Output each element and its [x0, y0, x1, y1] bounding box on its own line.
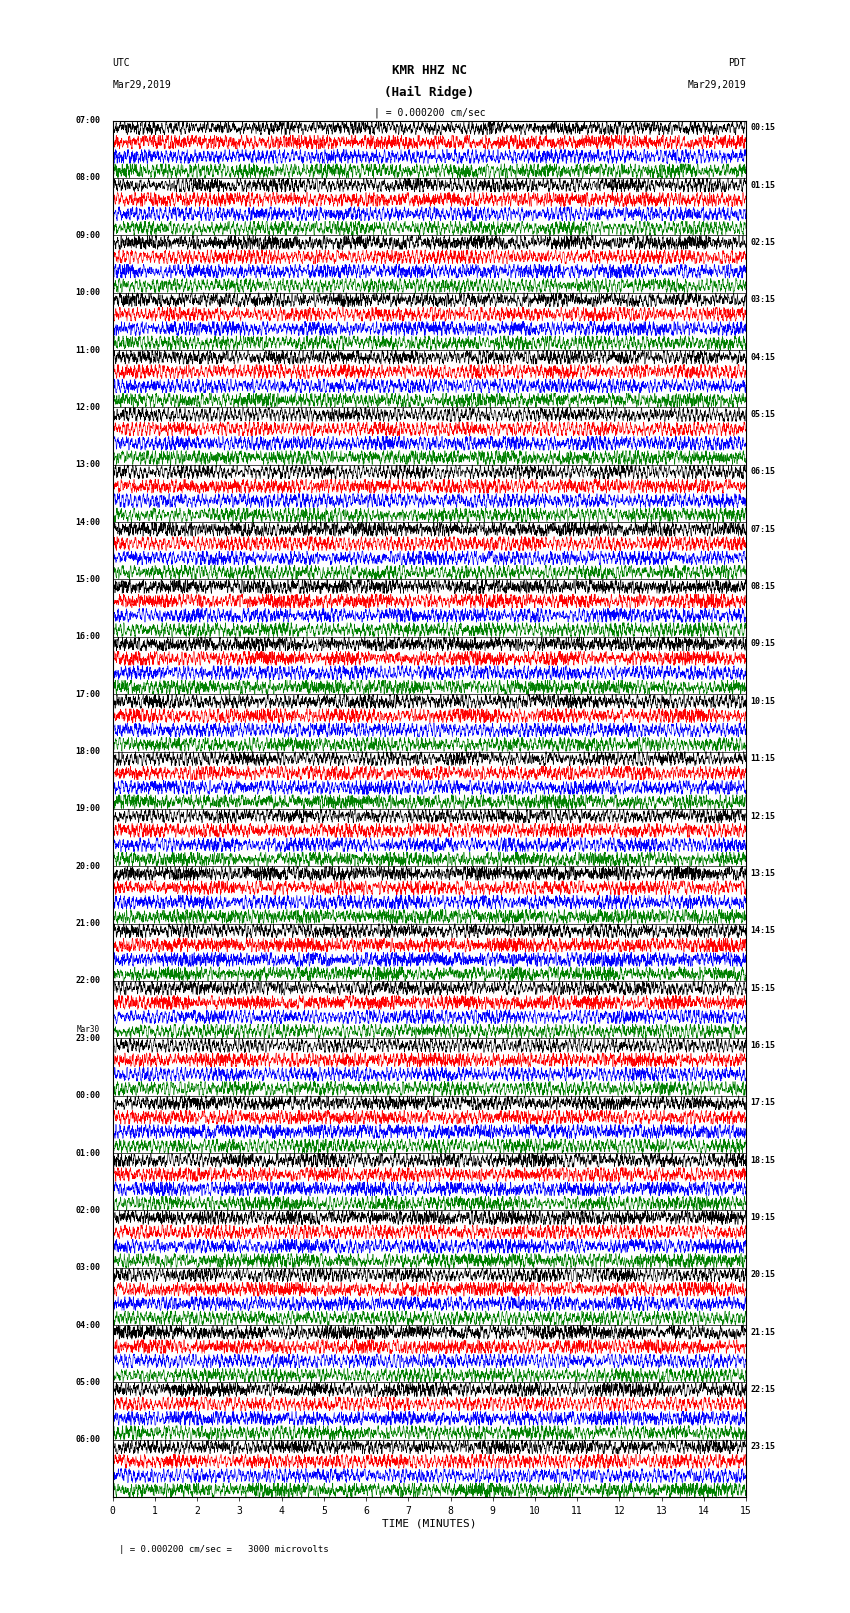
- Text: PDT: PDT: [728, 58, 746, 68]
- Text: Mar29,2019: Mar29,2019: [688, 81, 746, 90]
- Text: 15:15: 15:15: [751, 984, 775, 992]
- Text: 19:00: 19:00: [75, 805, 100, 813]
- Text: | = 0.000200 cm/sec =   3000 microvolts: | = 0.000200 cm/sec = 3000 microvolts: [119, 1545, 329, 1555]
- Text: 13:00: 13:00: [75, 460, 100, 469]
- Text: 07:15: 07:15: [751, 524, 775, 534]
- Text: 00:15: 00:15: [751, 123, 775, 132]
- Text: 21:15: 21:15: [751, 1327, 775, 1337]
- Text: 00:00: 00:00: [75, 1090, 100, 1100]
- Text: 12:15: 12:15: [751, 811, 775, 821]
- Text: 04:00: 04:00: [75, 1321, 100, 1329]
- Text: 06:00: 06:00: [75, 1436, 100, 1444]
- Text: 23:15: 23:15: [751, 1442, 775, 1452]
- Text: 09:15: 09:15: [751, 639, 775, 648]
- Text: 05:15: 05:15: [751, 410, 775, 419]
- Text: 20:00: 20:00: [75, 861, 100, 871]
- Text: | = 0.000200 cm/sec: | = 0.000200 cm/sec: [374, 108, 485, 118]
- Text: 11:00: 11:00: [75, 345, 100, 355]
- Text: 17:15: 17:15: [751, 1098, 775, 1107]
- Text: 11:15: 11:15: [751, 755, 775, 763]
- Text: 03:15: 03:15: [751, 295, 775, 305]
- Text: 18:15: 18:15: [751, 1155, 775, 1165]
- Text: 10:00: 10:00: [75, 289, 100, 297]
- Text: 04:15: 04:15: [751, 353, 775, 361]
- Text: 22:00: 22:00: [75, 976, 100, 986]
- Text: 09:00: 09:00: [75, 231, 100, 240]
- Text: 20:15: 20:15: [751, 1271, 775, 1279]
- Text: 23:00: 23:00: [75, 1034, 100, 1042]
- Text: (Hail Ridge): (Hail Ridge): [384, 85, 474, 98]
- Text: 21:00: 21:00: [75, 919, 100, 927]
- Text: KMR HHZ NC: KMR HHZ NC: [392, 63, 467, 76]
- Text: 06:15: 06:15: [751, 468, 775, 476]
- Text: 19:15: 19:15: [751, 1213, 775, 1223]
- Text: 17:00: 17:00: [75, 690, 100, 698]
- Text: 13:15: 13:15: [751, 869, 775, 877]
- Text: UTC: UTC: [113, 58, 130, 68]
- Text: 16:15: 16:15: [751, 1040, 775, 1050]
- Text: 08:00: 08:00: [75, 174, 100, 182]
- X-axis label: TIME (MINUTES): TIME (MINUTES): [382, 1519, 477, 1529]
- Text: Mar29,2019: Mar29,2019: [113, 81, 172, 90]
- Text: 01:00: 01:00: [75, 1148, 100, 1158]
- Text: 14:15: 14:15: [751, 926, 775, 936]
- Text: 14:00: 14:00: [75, 518, 100, 526]
- Text: 01:15: 01:15: [751, 181, 775, 190]
- Text: 02:15: 02:15: [751, 239, 775, 247]
- Text: 16:00: 16:00: [75, 632, 100, 642]
- Text: 03:00: 03:00: [75, 1263, 100, 1273]
- Text: 12:00: 12:00: [75, 403, 100, 411]
- Text: 15:00: 15:00: [75, 574, 100, 584]
- Text: 05:00: 05:00: [75, 1378, 100, 1387]
- Text: 22:15: 22:15: [751, 1386, 775, 1394]
- Text: 18:00: 18:00: [75, 747, 100, 756]
- Text: 02:00: 02:00: [75, 1207, 100, 1215]
- Text: 07:00: 07:00: [75, 116, 100, 126]
- Text: 10:15: 10:15: [751, 697, 775, 706]
- Text: Mar30: Mar30: [76, 1026, 100, 1034]
- Text: 08:15: 08:15: [751, 582, 775, 590]
